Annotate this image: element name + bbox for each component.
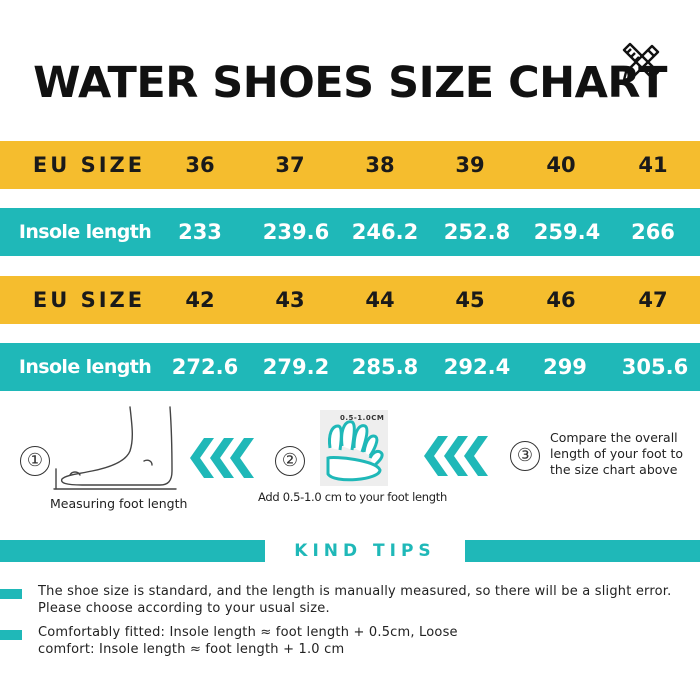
size-value: 41: [638, 153, 668, 177]
size-value: 43: [275, 288, 305, 312]
insole-value: 246.2: [351, 220, 419, 244]
pencil-ruler-icon: [622, 42, 660, 82]
tip-item-2: Comfortably fitted: Insole length ≈ foot…: [38, 625, 458, 657]
row-label: EU SIZE: [32, 153, 146, 177]
size-value: 38: [365, 153, 395, 177]
insole-value: 272.6: [171, 355, 239, 379]
insole-illustration: [320, 410, 388, 486]
tip-marker: [0, 589, 22, 599]
tip-item-1: The shoe size is standard, and the lengt…: [38, 584, 672, 616]
step-1-number: ①: [20, 446, 50, 476]
size-value: 47: [638, 288, 668, 312]
tip-marker: [0, 630, 22, 640]
chevron-left-icon: [190, 438, 254, 478]
row-label: Insole length: [18, 221, 152, 243]
size-value: 39: [455, 153, 485, 177]
size-row-2: EU SIZE 42 43 44 45 46 47: [0, 276, 700, 324]
chevron-left-icon: [424, 436, 488, 476]
insole-value: 266: [631, 220, 675, 244]
size-value: 44: [365, 288, 395, 312]
step-3-number: ③: [510, 441, 540, 471]
insole-row-2: Insole length 272.6 279.2 285.8 292.4 29…: [0, 343, 700, 391]
size-value: 42: [185, 288, 215, 312]
insole-value: 279.2: [262, 355, 330, 379]
insole-value: 299: [543, 355, 587, 379]
chart-title: WATER SHOES SIZE CHART: [33, 58, 667, 108]
insole-row-1: Insole length 233 239.6 246.2 252.8 259.…: [0, 208, 700, 256]
insole-value: 292.4: [443, 355, 511, 379]
size-value: 46: [546, 288, 576, 312]
insole-value: 252.8: [443, 220, 511, 244]
size-value: 45: [455, 288, 485, 312]
insole-value: 259.4: [533, 220, 601, 244]
size-row-1: EU SIZE 36 37 38 39 40 41: [0, 141, 700, 189]
size-value: 40: [546, 153, 576, 177]
step-3-caption: Compare the overall length of your foot …: [550, 430, 684, 477]
step-1-caption: Measuring foot length: [50, 496, 188, 511]
insole-value: 233: [178, 220, 222, 244]
insole-value: 305.6: [621, 355, 689, 379]
row-label: Insole length: [18, 356, 152, 378]
size-value: 36: [185, 153, 215, 177]
size-value: 37: [275, 153, 305, 177]
insole-value: 285.8: [351, 355, 419, 379]
measure-tag: 0.5-1.0CM: [340, 414, 385, 422]
step-2-caption: Add 0.5-1.0 cm to your foot length: [258, 490, 447, 504]
insole-value: 239.6: [262, 220, 330, 244]
step-2-number: ②: [275, 446, 305, 476]
row-label: EU SIZE: [32, 288, 146, 312]
kind-tips-heading: KIND TIPS: [265, 540, 465, 562]
foot-illustration: [53, 406, 177, 490]
